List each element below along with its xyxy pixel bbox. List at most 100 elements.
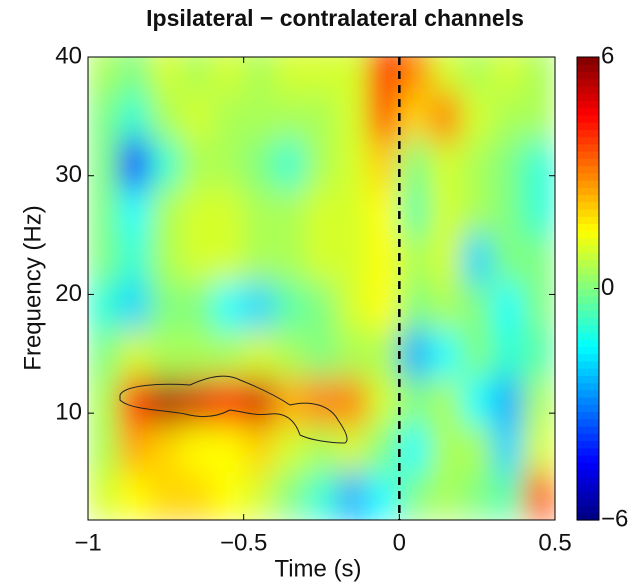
heatmap-cell — [523, 424, 555, 474]
heatmap-cell — [243, 377, 276, 426]
x-tick-label: 0 — [393, 529, 406, 556]
heatmap-cell — [212, 234, 245, 284]
colorbar-swatch — [577, 382, 599, 391]
heatmap-cell — [429, 187, 463, 236]
heatmap-cell — [429, 329, 463, 379]
heatmap-cell — [180, 472, 214, 520]
colorbar-swatch — [577, 498, 599, 507]
heatmap-cell — [149, 472, 182, 520]
colorbar-swatch — [577, 158, 599, 167]
heatmap-cell — [398, 424, 431, 474]
heatmap-cell — [429, 377, 463, 426]
colorbar-swatch — [577, 418, 599, 427]
heatmap-cell — [180, 57, 214, 94]
heatmap-cell — [492, 282, 525, 331]
heatmap-cell — [398, 234, 431, 284]
heatmap-cell — [180, 187, 214, 236]
heatmap-cell — [429, 234, 463, 284]
colorbar-swatch — [577, 230, 599, 239]
heatmap-cell — [212, 92, 245, 141]
heatmap-cell — [88, 187, 120, 236]
heatmap-cell — [461, 92, 494, 141]
heatmap-cell — [367, 92, 400, 141]
heatmap-cell — [118, 57, 151, 94]
heatmap-cell — [149, 282, 182, 331]
colorbar-swatch — [577, 136, 599, 145]
plot-frame — [87, 56, 556, 521]
heatmap-cell — [429, 57, 463, 94]
heatmap-cell — [149, 234, 182, 284]
colorbar-swatch — [577, 302, 599, 311]
heatmap-cell — [461, 187, 494, 236]
colorbar-swatch — [577, 440, 599, 449]
heatmap-cell — [429, 92, 463, 141]
heatmap-cell — [180, 424, 214, 474]
colorbar-swatch — [577, 57, 599, 65]
colorbar: −6 0 6 — [577, 42, 628, 532]
heatmap-cell — [367, 377, 400, 426]
heatmap-cell — [243, 92, 276, 141]
colorbar-swatch — [577, 179, 599, 188]
colorbar-swatch — [577, 100, 599, 109]
colorbar-swatch — [577, 93, 599, 102]
colorbar-swatch — [577, 266, 599, 275]
colorbar-swatch — [577, 375, 599, 384]
heatmap-cell — [429, 282, 463, 331]
heatmap-cell — [305, 282, 338, 331]
heatmap-cell — [212, 187, 245, 236]
heatmap-cell — [274, 424, 307, 474]
heatmap-cell — [461, 282, 494, 331]
heatmap-cell — [492, 329, 525, 379]
x-axis-label: Time (s) — [274, 555, 361, 582]
heatmap-cell — [461, 377, 494, 426]
heatmap-cell — [88, 92, 120, 141]
colorbar-frame — [576, 56, 600, 521]
heatmap-cell — [523, 329, 555, 379]
heatmap-cell — [492, 57, 525, 94]
x-tick-label: 0.5 — [538, 529, 571, 556]
heatmap-cell — [367, 187, 400, 236]
colorbar-tick-label: −6 — [601, 505, 628, 532]
heatmap-cell — [429, 472, 463, 520]
heatmap-cell — [461, 472, 494, 520]
heatmap-cell — [336, 57, 369, 94]
heatmap-cell — [492, 424, 525, 474]
heatmap-cell — [149, 92, 182, 141]
colorbar-swatch — [577, 476, 599, 485]
colorbar-swatch — [577, 143, 599, 152]
heatmap-cell — [243, 424, 276, 474]
heatmap-cell — [461, 234, 494, 284]
colorbar-swatch — [577, 469, 599, 478]
heatmap-cell — [398, 57, 431, 94]
colorbar-swatch — [577, 462, 599, 470]
colorbar-swatch — [577, 483, 599, 492]
heatmap-cell — [88, 57, 120, 94]
heatmap-cell — [305, 472, 338, 520]
heatmap-cell — [336, 424, 369, 474]
colorbar-swatch — [577, 339, 599, 347]
colorbar-swatch — [577, 324, 599, 333]
heatmap-cell — [305, 329, 338, 379]
heatmap-cell — [118, 92, 151, 141]
colorbar-swatch — [577, 454, 599, 463]
y-tick-label: 40 — [55, 42, 82, 69]
heatmap-cell — [398, 329, 431, 379]
heatmap-cell — [243, 57, 276, 94]
heatmap-cell — [398, 282, 431, 331]
colorbar-swatch — [577, 491, 599, 499]
heatmap-cell — [305, 92, 338, 141]
heatmap-cell — [180, 329, 214, 379]
heatmap-cell — [523, 92, 555, 141]
heatmap-cell — [461, 139, 494, 189]
x-tick-label: −0.5 — [220, 529, 267, 556]
heatmap-cell — [118, 472, 151, 520]
heatmap-cell — [118, 139, 151, 189]
colorbar-swatch — [577, 78, 599, 87]
colorbar-swatch — [577, 252, 599, 261]
heatmap-cell — [305, 139, 338, 189]
heatmap-cell — [243, 187, 276, 236]
heatmap-cell — [336, 377, 369, 426]
colorbar-swatch — [577, 425, 599, 434]
colorbar-swatch — [577, 71, 599, 80]
heatmap-cell — [523, 472, 555, 520]
